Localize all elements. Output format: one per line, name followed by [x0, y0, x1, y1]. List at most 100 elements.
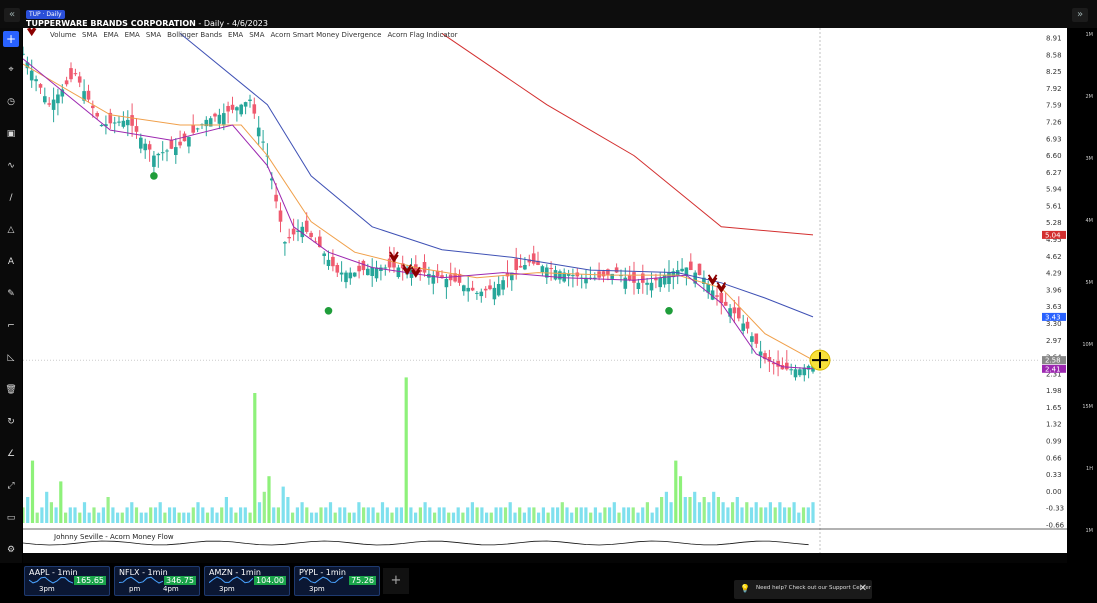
indicator-label[interactable]: SMA	[249, 31, 265, 39]
candle-body	[737, 307, 741, 319]
price-axis[interactable]	[1040, 28, 1067, 553]
volume-bar	[253, 393, 257, 523]
candle-body	[322, 253, 326, 256]
price-tick-label: 2.31	[1046, 370, 1062, 378]
volume-bar	[409, 507, 413, 523]
settings-icon[interactable]: ⚙	[6, 545, 16, 555]
indicator-label[interactable]: EMA	[124, 31, 140, 39]
calendar-icon[interactable]: ▣	[6, 129, 16, 139]
indicator-label[interactable]: SMA	[145, 31, 162, 39]
candle-body	[462, 285, 466, 292]
ma-line	[23, 58, 814, 370]
crosshair-icon[interactable]: ⌖	[8, 65, 14, 75]
zoom-icon[interactable]: ⤢	[7, 481, 15, 491]
indicator-label[interactable]: Volume	[50, 31, 77, 39]
collapse-left-icon[interactable]: «	[4, 8, 20, 22]
plus-icon[interactable]: +	[3, 31, 19, 47]
candle-body	[38, 84, 43, 88]
candle-body	[108, 112, 113, 124]
layout-icon[interactable]: ▭	[6, 513, 16, 523]
candle-body	[584, 277, 588, 284]
candle-body	[523, 265, 527, 270]
shape-tool-icon[interactable]: △	[7, 225, 15, 235]
watchlist-card[interactable]: PYPL - 1min 75.26 3pm	[294, 566, 380, 596]
price-tick-label: 1.98	[1046, 387, 1062, 395]
volume-bar	[480, 507, 484, 523]
symbol-selector[interactable]: TUP · Daily	[26, 10, 65, 19]
volume-bar	[414, 512, 418, 523]
candle-body	[43, 96, 47, 103]
candle-body	[527, 259, 532, 263]
volume-bar	[149, 507, 153, 523]
volume-bar	[134, 507, 139, 523]
candle-body	[357, 265, 361, 272]
indicator-label[interactable]: Acorn Flag Indicator	[387, 31, 458, 39]
support-text[interactable]: Need help? Check out our Support Center	[756, 585, 871, 591]
header-bar: « » TUP · Daily TUPPERWARE BRANDS CORPOR…	[0, 0, 1097, 28]
candle-body	[248, 99, 252, 101]
candle-body	[610, 273, 614, 279]
clock-icon[interactable]: ◷	[7, 97, 15, 107]
indicator-label[interactable]: SMA	[82, 31, 98, 39]
watchlist-card[interactable]: AMZN - 1min 104.00 3pm	[204, 566, 290, 596]
trash-icon[interactable]: 🗑	[5, 385, 17, 395]
volume-bar	[598, 512, 602, 523]
candle-body	[191, 125, 195, 133]
ray-tool-icon[interactable]: /	[9, 193, 13, 203]
volume-bar	[622, 507, 626, 523]
support-banner[interactable]: 💡 Need help? Check out our Support Cente…	[734, 580, 872, 599]
candle-body	[571, 275, 575, 277]
chart-type-icon[interactable]: ∠	[6, 449, 16, 459]
price-badge-label: 5.04	[1045, 231, 1061, 239]
candle-body	[785, 362, 789, 370]
volume-bar	[560, 502, 564, 523]
volume-bar	[300, 502, 304, 523]
watchlist-card[interactable]: AAPL - 1min 165.65 3pm	[24, 566, 110, 596]
text-tool-icon[interactable]: A	[7, 257, 15, 267]
volume-bar	[565, 507, 569, 523]
indicator-label[interactable]: EMA	[227, 31, 244, 39]
candle-body	[169, 139, 174, 149]
volume-bar	[773, 507, 777, 523]
ma-line	[23, 63, 814, 361]
price-tick-label: 3.63	[1046, 303, 1062, 311]
indicator-label[interactable]: Bollinger Bands	[167, 31, 222, 39]
close-icon[interactable]: ✕	[858, 583, 867, 594]
volume-bar	[78, 512, 82, 523]
candle-body	[278, 210, 283, 222]
sell-arrow-icon	[26, 28, 37, 37]
candle-body	[174, 147, 178, 155]
add-watchlist-button[interactable]: +	[383, 568, 409, 594]
time-axis[interactable]	[23, 553, 1067, 563]
candle-body	[252, 104, 257, 114]
candle-body	[693, 272, 697, 284]
brush-icon[interactable]: ✎	[7, 289, 15, 299]
volume-bar	[678, 476, 683, 523]
volume-bar	[745, 502, 749, 523]
volume-bar	[191, 507, 195, 523]
volume-bar	[503, 507, 508, 523]
refresh-icon[interactable]: ↻	[7, 417, 15, 427]
price-tick-label: 4.95	[1046, 236, 1062, 244]
price-chart[interactable]: 8.91 8.58 8.25 7.92 7.59 7.26 6.93 6.60 6.27 5.94…	[23, 28, 1067, 563]
candle-body	[152, 155, 156, 167]
measure-icon[interactable]: ◺	[7, 353, 15, 363]
volume-bar	[740, 507, 744, 523]
candle-body	[431, 275, 436, 284]
watchlist-card[interactable]: NFLX - 1min 346.75 pm 4pm	[114, 566, 200, 596]
candle-body	[274, 194, 278, 202]
volume-bar	[106, 497, 110, 523]
chart-area[interactable]	[23, 28, 1040, 553]
candle-body	[56, 94, 60, 104]
volume-bar	[347, 512, 351, 523]
volume-bar	[574, 507, 579, 523]
indicator-label[interactable]: Acorn Smart Money Divergence	[270, 31, 382, 39]
collapse-right-icon[interactable]: »	[1072, 8, 1088, 22]
volume-bar	[229, 507, 233, 523]
volume-bar	[693, 491, 697, 523]
indicator-label[interactable]: EMA	[103, 31, 119, 39]
line-tool-icon[interactable]: ∿	[7, 161, 15, 171]
volume-bar	[286, 497, 290, 523]
ruler-icon[interactable]: ⌐	[7, 321, 15, 331]
candle-body	[562, 272, 566, 282]
